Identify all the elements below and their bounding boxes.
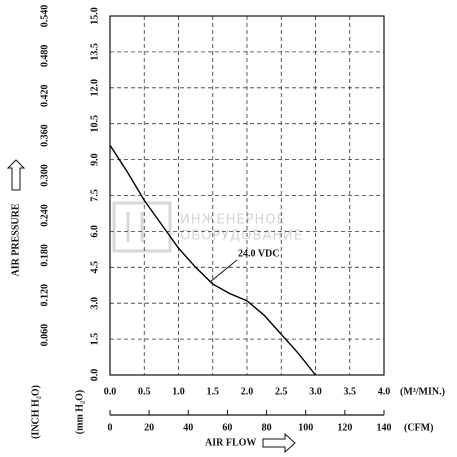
y2-tick-label: 0.120 <box>39 284 50 307</box>
y2-tick-label: 0.180 <box>39 244 50 266</box>
plot-frame <box>109 15 385 376</box>
x-tick-label: 0.5 <box>138 386 151 397</box>
y-tick-label: 13.5 <box>89 43 100 61</box>
x2-tick-label: 0 <box>108 422 113 433</box>
y-tick-label: 4.5 <box>89 261 100 274</box>
x2-tick-label: 120 <box>337 422 352 433</box>
x-tick-label: 1.0 <box>172 386 185 397</box>
x2-tick-label: 100 <box>298 422 313 433</box>
y-tick-label: 7.5 <box>89 189 100 202</box>
x2-tick-label: 80 <box>262 422 272 433</box>
y2-tick-label: 0.540 <box>39 5 50 28</box>
x-tick-label: 1.5 <box>207 386 220 397</box>
annotation: 24.0 VDC <box>238 248 279 259</box>
x-unit-label: (M³/MIN.) <box>400 386 445 397</box>
x-tick-label: 4.0 <box>378 386 391 397</box>
x2-tick-label: 140 <box>377 422 392 433</box>
x-tick-label: 0.0 <box>104 386 117 397</box>
y-tick-label: 1.5 <box>89 333 100 346</box>
y-tick-label: 12.0 <box>89 79 100 97</box>
x-tick-label: 2.0 <box>241 386 254 397</box>
y-axis-title: AIR PRESSURE <box>10 203 21 276</box>
x2-tick-label: 60 <box>222 422 232 433</box>
curve <box>109 144 317 376</box>
x2-unit-label: (CFM) <box>404 422 433 433</box>
y-tick-label: 0.0 <box>89 369 100 382</box>
y-tick-label: 10.5 <box>89 115 100 133</box>
annotation-leader <box>209 259 238 283</box>
y2-tick-label: 0.300 <box>39 164 50 187</box>
x-tick-label: 3.0 <box>309 386 322 397</box>
y-tick-label: 15.0 <box>89 7 100 25</box>
x-axis-title: AIR FLOW <box>205 437 256 448</box>
arrow-right <box>262 432 296 454</box>
y2-tick-label: 0.060 <box>39 324 50 347</box>
watermark: ОБОРУДОВАНИЕ <box>180 229 303 244</box>
arrow-up <box>6 159 26 191</box>
x2-tick-label: 20 <box>144 422 154 433</box>
y2-tick-label: 0.240 <box>39 204 50 227</box>
watermark: ИНЖЕНЕРНОЕ <box>180 213 286 228</box>
y2-unit-label: (INCH H₂O) <box>30 385 41 439</box>
watermark-logo <box>112 201 172 253</box>
x2-tick-label: 40 <box>183 422 193 433</box>
y-tick-label: 3.0 <box>89 297 100 310</box>
y2-tick-label: 0.360 <box>39 124 50 147</box>
x-tick-label: 3.5 <box>344 386 357 397</box>
y2-tick-label: 0.420 <box>39 85 50 108</box>
y-tick-label: 6.0 <box>89 225 100 238</box>
y-tick-label: 9.0 <box>89 153 100 166</box>
y-unit-label: (mm H₂O) <box>74 390 85 434</box>
y2-tick-label: 0.480 <box>39 45 50 67</box>
x-tick-label: 2.5 <box>275 386 288 397</box>
